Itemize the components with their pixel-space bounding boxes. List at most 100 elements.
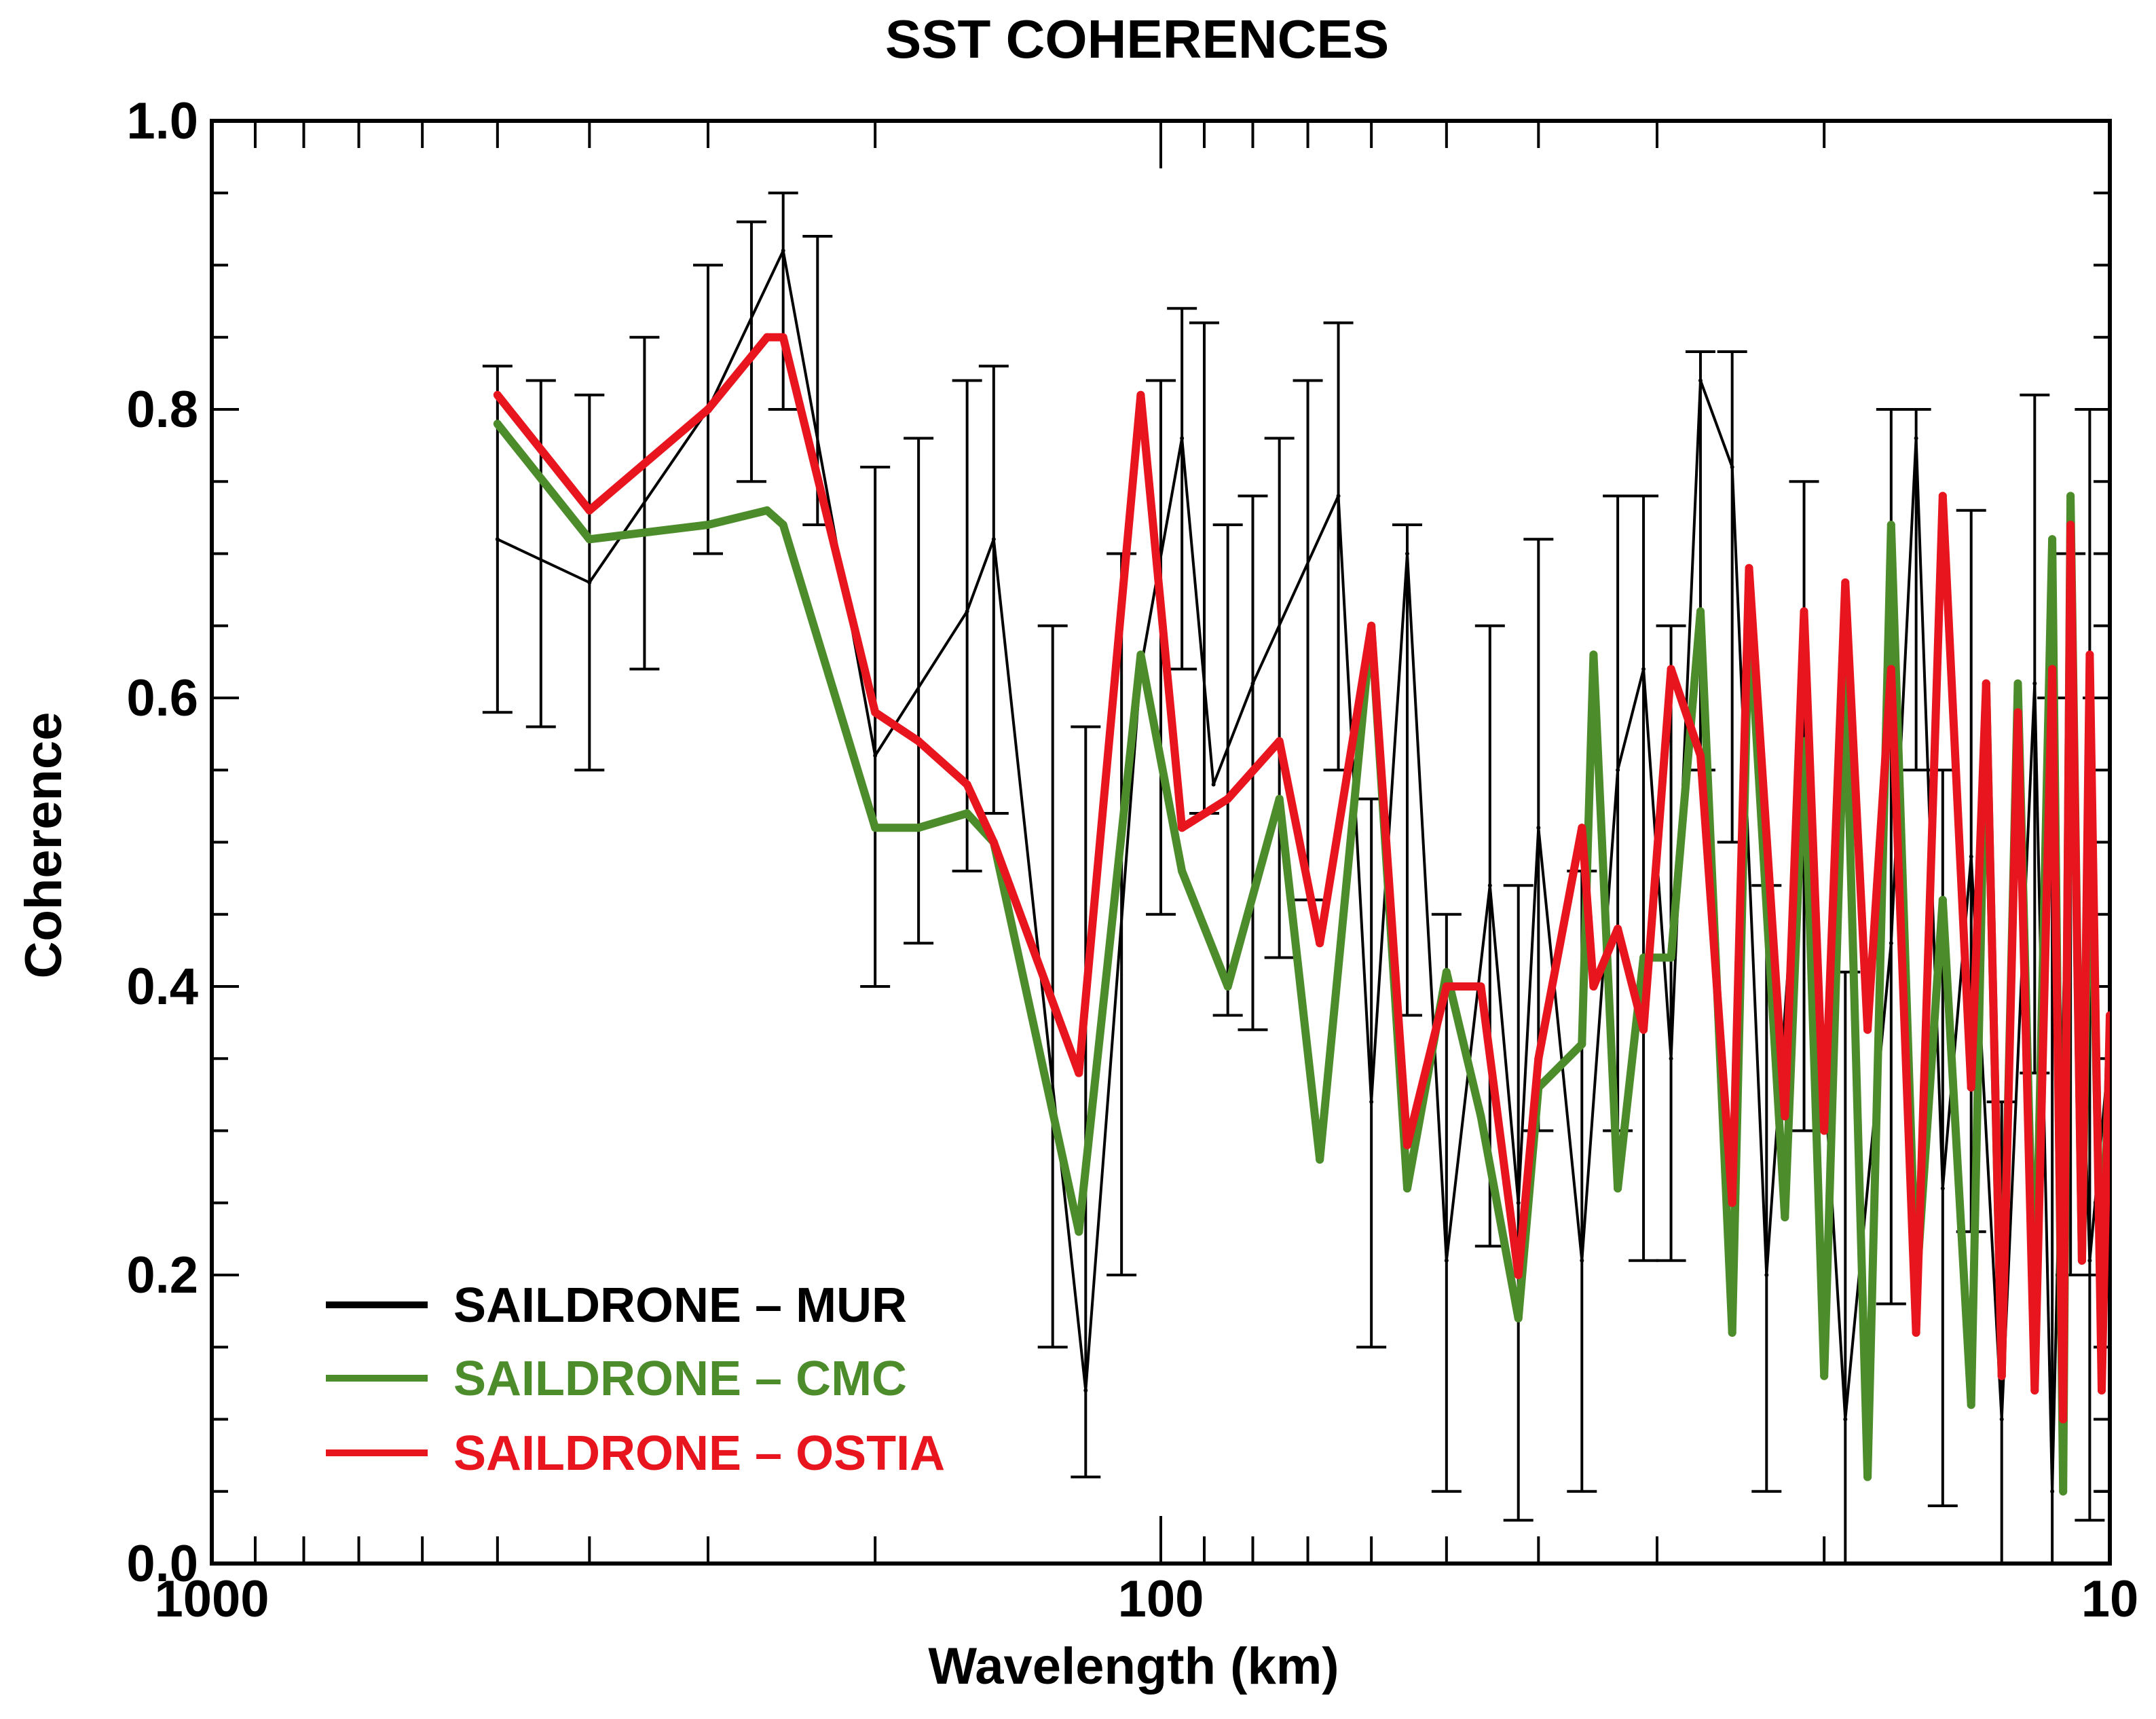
data-point (1938, 895, 1947, 904)
tick-labels: 0.0 0.2 0.4 0.6 0.8 1.0 1000 100 10 (126, 92, 2138, 1628)
data-point (1275, 794, 1284, 803)
data-point (963, 780, 971, 789)
data-point (1641, 667, 1646, 671)
data-point (1889, 941, 1893, 946)
data-point (963, 809, 971, 817)
data-point (2097, 1386, 2106, 1394)
data-point (1614, 925, 1622, 933)
data-point (914, 824, 923, 832)
data-point (2059, 1415, 2068, 1424)
y-tick-label: 0.4 (126, 958, 198, 1016)
data-point (1982, 679, 1990, 688)
data-point (585, 535, 594, 544)
series-2 (493, 333, 2110, 1424)
data-point (2030, 1386, 2039, 1394)
data-point (1316, 939, 1324, 948)
data-point (1136, 650, 1145, 659)
data-point (1136, 390, 1145, 399)
x-tick-label: 10 (2081, 1570, 2139, 1628)
data-point (1614, 1184, 1622, 1193)
data-point (2085, 650, 2094, 659)
data-point (1887, 521, 1895, 529)
data-point (1476, 982, 1485, 991)
data-point (1745, 563, 1753, 572)
data-point (1820, 1371, 1829, 1380)
data-point (2050, 1489, 2055, 1494)
data-point (1781, 1112, 1789, 1121)
data-point (762, 506, 771, 515)
legend-label: SAILDRONE – MUR (453, 1278, 907, 1333)
data-point (1180, 436, 1185, 441)
data-point (1316, 1156, 1324, 1164)
data-point (1781, 1213, 1789, 1221)
data-point (1800, 607, 1808, 616)
data-point (1487, 883, 1492, 888)
data-point (1178, 867, 1187, 875)
data-point (2013, 708, 2022, 717)
data-point (493, 390, 502, 399)
data-point (1075, 1227, 1083, 1236)
data-point (1405, 551, 1409, 556)
legend-label: SAILDRONE – CMC (453, 1352, 907, 1406)
data-point (762, 333, 771, 341)
data-point (871, 708, 880, 717)
data-point (991, 537, 996, 542)
data-point (914, 737, 923, 745)
data-point (989, 838, 998, 847)
data-point (781, 248, 785, 253)
data-point (1514, 1271, 1523, 1279)
data-point (1516, 1200, 1521, 1205)
data-point (2032, 681, 2037, 686)
data-point (703, 521, 712, 529)
data-point (1402, 1141, 1411, 1149)
data-point (1967, 1083, 1975, 1092)
data-point (1514, 1314, 1523, 1323)
data-point (1442, 967, 1451, 976)
chart-title: SST COHERENCES (885, 9, 1389, 69)
data-point (1578, 1040, 1586, 1048)
data-point (871, 824, 880, 832)
data-point (1863, 1025, 1872, 1034)
data-point (1667, 953, 1675, 962)
data-point (873, 754, 878, 758)
data-point (1728, 1329, 1736, 1337)
data-point (1696, 752, 1705, 760)
data-point (2106, 1011, 2110, 1020)
y-tick-label: 0.8 (126, 381, 198, 439)
data-point (1997, 1371, 2006, 1380)
data-point (1820, 1126, 1829, 1135)
data-point (1589, 982, 1598, 991)
data-point (1223, 982, 1232, 991)
data-point (495, 537, 500, 542)
y-axis-label: Coherence (15, 712, 73, 979)
data-point (1211, 782, 1216, 787)
data-point (2087, 1258, 2092, 1263)
series-line (494, 333, 2110, 1424)
data-point (1444, 1258, 1449, 1263)
data-point (1616, 768, 1620, 773)
data-point (2066, 492, 2075, 500)
data-point (1914, 436, 1918, 441)
data-point (2077, 1256, 2086, 1265)
data-point (1589, 650, 1598, 659)
data-point (1967, 1401, 1975, 1409)
data-point (1728, 1198, 1736, 1207)
data-point (1698, 378, 1703, 383)
data-point (1639, 1025, 1648, 1034)
data-point (779, 333, 787, 341)
data-point (703, 405, 712, 413)
data-point (1369, 1100, 1374, 1104)
data-point (1250, 681, 1255, 686)
data-point (1580, 1258, 1584, 1263)
data-point (1275, 737, 1284, 745)
data-point (2013, 679, 2022, 688)
data-point (1843, 1417, 1848, 1422)
data-point (1578, 824, 1586, 832)
data-point (1669, 1056, 1673, 1061)
x-tick-label: 1000 (154, 1570, 269, 1628)
data-point (1476, 1112, 1485, 1121)
data-point (1178, 824, 1187, 832)
data-point (779, 521, 787, 529)
y-tick-label: 0.2 (126, 1246, 198, 1304)
